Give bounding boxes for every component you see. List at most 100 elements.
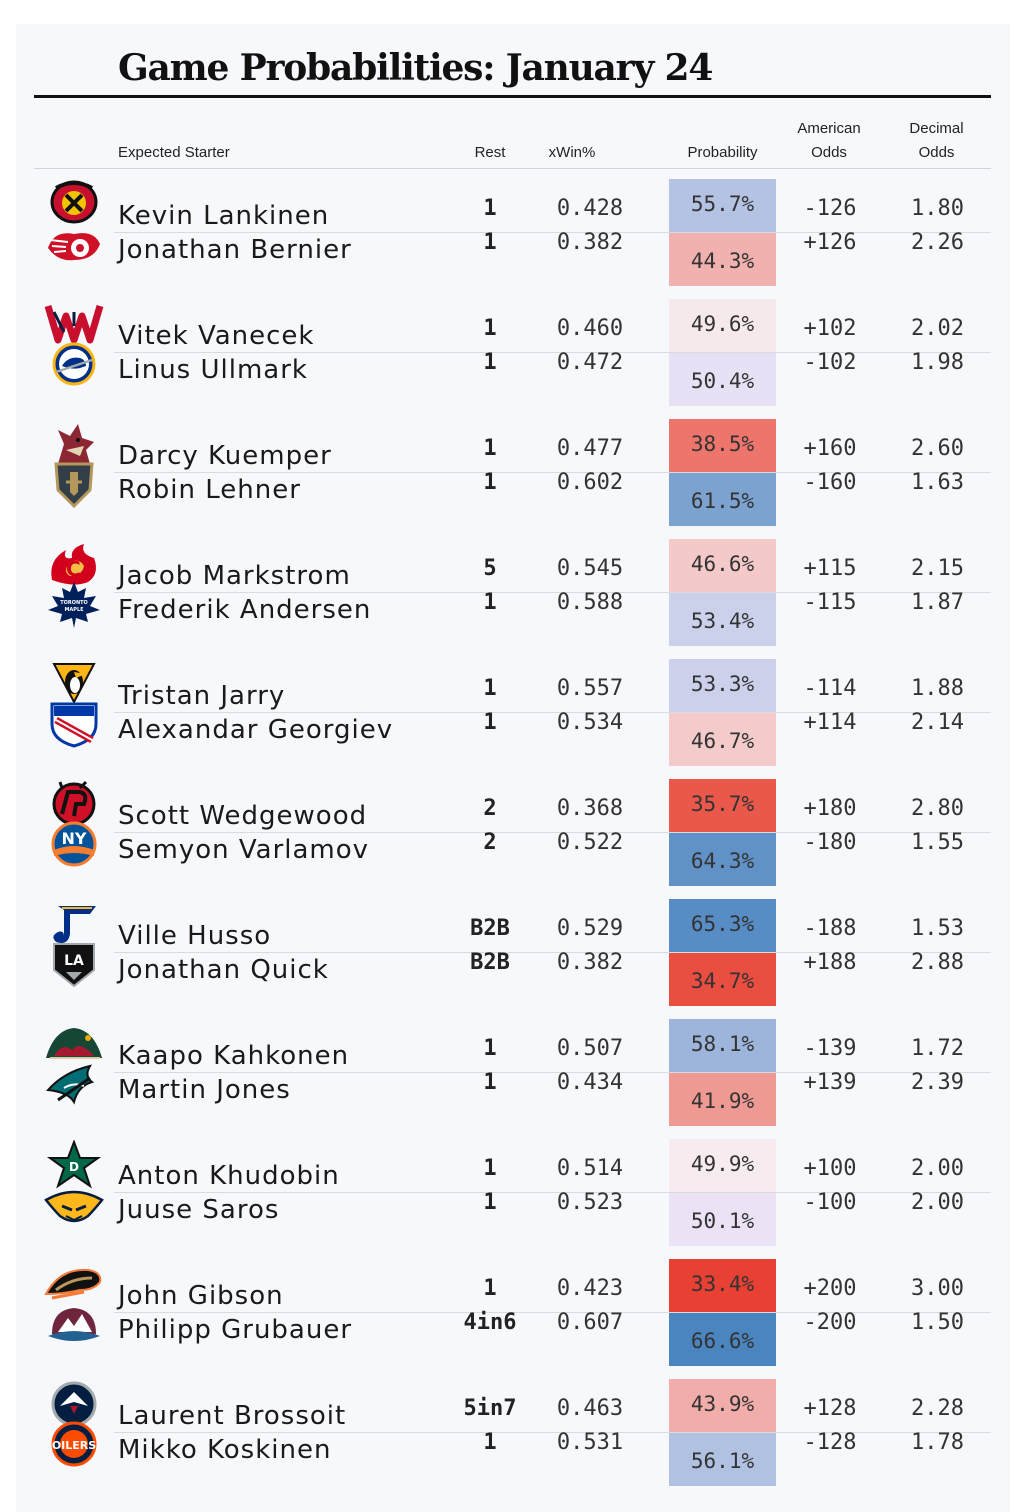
goalie-name: Alexandar Georgiev bbox=[118, 715, 394, 745]
win-probability-cell: 49.6% bbox=[669, 299, 776, 352]
american-odds-value: +100 bbox=[803, 1156, 857, 1181]
colorado-avalanche-logo bbox=[44, 1300, 104, 1350]
table-row: Juuse Saros 1 0.523 50.1% -100 2.00 bbox=[0, 1190, 1026, 1246]
svg-text:TORONTO: TORONTO bbox=[60, 600, 88, 606]
american-odds-value: +128 bbox=[803, 1396, 857, 1421]
table-row: Vitek Vanecek 1 0.460 49.6% +102 2.02 bbox=[0, 299, 1026, 352]
table-row: LA Jonathan Quick B2B 0.382 34.7% +188 2.88 bbox=[0, 943, 1026, 1006]
new-york-islanders-logo: NY bbox=[44, 820, 104, 870]
win-probability-cell: 58.1% bbox=[669, 1019, 776, 1072]
winnipeg-jets-logo bbox=[44, 1380, 104, 1430]
game-matchup: Darcy Kuemper 1 0.477 38.5% +160 2.60 Robin Le… bbox=[0, 416, 1026, 536]
rest-value: 1 bbox=[483, 436, 497, 461]
goalie-name: Robin Lehner bbox=[118, 475, 301, 505]
game-matchup: Ville Husso B2B 0.529 65.3% -188 1.53 LA Jonath… bbox=[0, 896, 1026, 1016]
xwin-value: 0.602 bbox=[556, 470, 624, 495]
table-row: Laurent Brossoit 5in7 0.463 43.9% +128 2.28 bbox=[0, 1379, 1026, 1432]
american-odds-value: -139 bbox=[803, 1036, 857, 1061]
goalie-name: Juuse Saros bbox=[118, 1195, 280, 1225]
table-row: Robin Lehner 1 0.602 61.5% -160 1.63 bbox=[0, 462, 1026, 526]
rest-value: 1 bbox=[483, 230, 497, 255]
goalie-name: Semyon Varlamov bbox=[118, 835, 370, 865]
arizona-coyotes-logo bbox=[44, 420, 104, 470]
win-probability-cell: 41.9% bbox=[669, 1073, 776, 1126]
rest-value: B2B bbox=[470, 950, 510, 975]
win-probability-cell: 50.4% bbox=[669, 353, 776, 406]
rest-value: 1 bbox=[483, 1156, 497, 1181]
table-row: Alexandar Georgiev 1 0.534 46.7% +114 2.14 bbox=[0, 702, 1026, 766]
goalie-name: Linus Ullmark bbox=[118, 355, 308, 385]
game-matchup: D Anton Khudobin 1 0.514 49.9% +100 2.00 Juuse … bbox=[0, 1136, 1026, 1256]
header-divider bbox=[34, 168, 991, 169]
svg-text:LA: LA bbox=[64, 953, 84, 969]
american-odds-value: +180 bbox=[803, 796, 857, 821]
dallas-stars-logo: D bbox=[44, 1140, 104, 1190]
goalie-name: Jonathan Quick bbox=[118, 955, 329, 985]
rest-value: 1 bbox=[483, 590, 497, 615]
decimal-odds-value: 2.02 bbox=[911, 316, 964, 341]
rest-value: 1 bbox=[483, 1036, 497, 1061]
decimal-odds-value: 1.53 bbox=[911, 916, 964, 941]
goalie-name: Jonathan Bernier bbox=[118, 235, 352, 265]
win-probability-cell: 53.3% bbox=[669, 659, 776, 712]
american-odds-value: -100 bbox=[803, 1190, 857, 1215]
win-probability-cell: 46.6% bbox=[669, 539, 776, 592]
matchup-divider bbox=[114, 1312, 991, 1313]
chicago-blackhawks-logo bbox=[44, 180, 104, 230]
american-odds-value: -126 bbox=[803, 196, 857, 221]
decimal-odds-value: 1.78 bbox=[911, 1430, 964, 1455]
xwin-value: 0.523 bbox=[556, 1190, 624, 1215]
xwin-value: 0.529 bbox=[556, 916, 624, 941]
matchup-divider bbox=[114, 712, 991, 713]
american-odds-value: +102 bbox=[803, 316, 857, 341]
xwin-value: 0.507 bbox=[556, 1036, 624, 1061]
xwin-value: 0.382 bbox=[556, 950, 624, 975]
decimal-odds-value: 2.26 bbox=[911, 230, 964, 255]
american-odds-value: -180 bbox=[803, 830, 857, 855]
xwin-value: 0.522 bbox=[556, 830, 624, 855]
xwin-value: 0.477 bbox=[556, 436, 624, 461]
matchup-divider bbox=[114, 952, 991, 953]
win-probability-cell: 55.7% bbox=[669, 179, 776, 232]
game-matchup: Kaapo Kahkonen 1 0.507 58.1% -139 1.72 Martin … bbox=[0, 1016, 1026, 1136]
los-angeles-kings-logo: LA bbox=[44, 940, 104, 990]
matchup-divider bbox=[114, 232, 991, 233]
xwin-value: 0.463 bbox=[556, 1396, 624, 1421]
table-card bbox=[16, 24, 1010, 1512]
win-probability-cell: 46.7% bbox=[669, 713, 776, 766]
game-matchup: Tristan Jarry 1 0.557 53.3% -114 1.88 Alexanda… bbox=[0, 656, 1026, 776]
rest-value: 1 bbox=[483, 196, 497, 221]
american-odds-value: -200 bbox=[803, 1310, 857, 1335]
san-jose-sharks-logo bbox=[44, 1060, 104, 1110]
calgary-flames-logo: C bbox=[44, 540, 104, 590]
header-probability: Probability bbox=[687, 144, 758, 161]
goalie-name: Philipp Grubauer bbox=[118, 1315, 353, 1345]
decimal-odds-value: 2.14 bbox=[911, 710, 964, 735]
win-probability-cell: 50.1% bbox=[669, 1193, 776, 1246]
rest-value: 1 bbox=[483, 350, 497, 375]
american-odds-value: +115 bbox=[803, 556, 857, 581]
win-probability-cell: 53.4% bbox=[669, 593, 776, 646]
matchup-divider bbox=[114, 1432, 991, 1433]
title-divider bbox=[34, 95, 991, 98]
win-probability-cell: 56.1% bbox=[669, 1433, 776, 1486]
xwin-value: 0.514 bbox=[556, 1156, 624, 1181]
new-york-rangers-logo bbox=[44, 700, 104, 750]
rest-value: 1 bbox=[483, 470, 497, 495]
new-jersey-devils-logo bbox=[44, 780, 104, 830]
xwin-value: 0.607 bbox=[556, 1310, 624, 1335]
table-row: Scott Wedgewood 2 0.368 35.7% +180 2.80 bbox=[0, 779, 1026, 832]
header-xwin: xWin% bbox=[548, 144, 596, 161]
decimal-odds-value: 1.72 bbox=[911, 1036, 964, 1061]
rest-value: 1 bbox=[483, 1070, 497, 1095]
decimal-odds-value: 1.98 bbox=[911, 350, 964, 375]
decimal-odds-value: 2.00 bbox=[911, 1190, 964, 1215]
xwin-value: 0.382 bbox=[556, 230, 624, 255]
goalie-name: Jacob Markstrom bbox=[118, 561, 351, 591]
xwin-value: 0.368 bbox=[556, 796, 624, 821]
anaheim-ducks-logo bbox=[44, 1260, 104, 1310]
table-row: Kevin Lankinen 1 0.428 55.7% -126 1.80 bbox=[0, 179, 1026, 232]
goalie-name: Laurent Brossoit bbox=[118, 1401, 347, 1431]
win-probability-cell: 34.7% bbox=[669, 953, 776, 1006]
goalie-name: Martin Jones bbox=[118, 1075, 291, 1105]
